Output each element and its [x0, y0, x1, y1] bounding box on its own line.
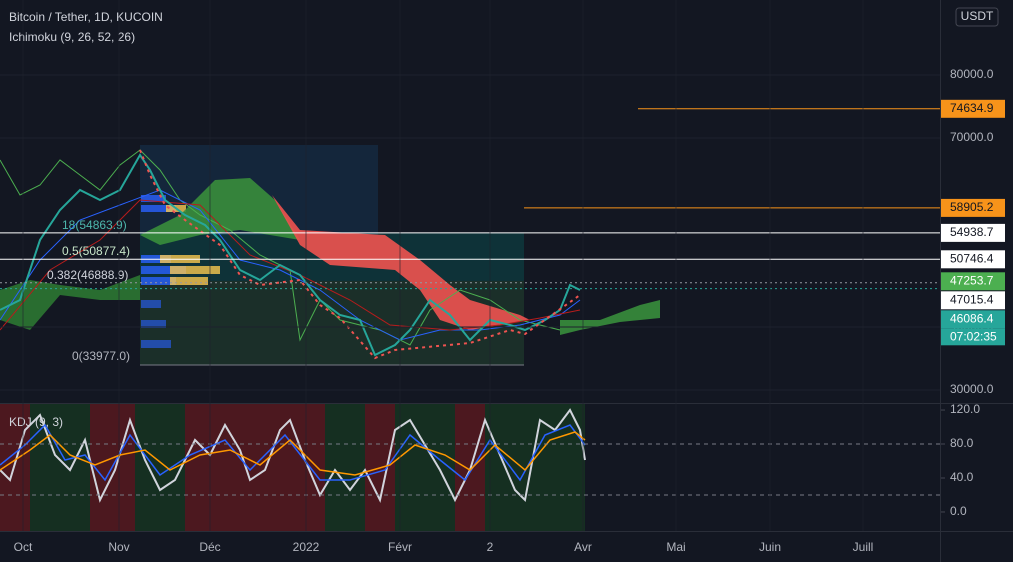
countdown: 07:02:35 [950, 329, 997, 343]
time-tick-label: 2 [487, 540, 494, 554]
price-tick-label: 80000.0 [950, 67, 994, 81]
time-tick-label: Déc [199, 540, 220, 554]
countdown-box [941, 328, 1005, 346]
price-label: 54938.7 [950, 225, 994, 239]
price-label-box [941, 223, 1005, 242]
cloud [272, 195, 530, 330]
fib-label: 0.382(46888.9) [47, 268, 128, 282]
fib-label: 0.5(50877.4) [62, 244, 130, 258]
time-tick-label: Févr [388, 540, 412, 554]
kdj-tick-label: 80.0 [950, 436, 974, 450]
time-tick-label: Juin [759, 540, 781, 554]
kdj-bands [0, 404, 585, 531]
indicator-label: Ichimoku (9, 26, 52, 26) [9, 30, 135, 44]
price-label: 50746.4 [950, 251, 994, 265]
kdj-tick-label: 40.0 [950, 470, 974, 484]
kdj-tick-label: 0.0 [950, 504, 967, 518]
price-label-box [941, 99, 1005, 118]
price-label: 46086.4 [950, 311, 994, 325]
time-tick-label: 2022 [293, 540, 320, 554]
currency-label: USDT [961, 9, 994, 23]
kdj-d [0, 431, 586, 476]
price-tick-label: 70000.0 [950, 130, 994, 144]
time-tick-label: Mai [666, 540, 685, 554]
price-path [0, 153, 581, 357]
price-label-box [941, 250, 1005, 269]
price-tick-label: 30000.0 [950, 382, 994, 396]
price-label: 74634.9 [950, 101, 994, 115]
price-label-box [941, 198, 1005, 217]
price-label-box [941, 310, 1005, 329]
time-tick-label: Oct [14, 540, 33, 554]
kdj-tick-label: 120.0 [950, 402, 980, 416]
kdj-k [0, 423, 586, 482]
cloud [560, 300, 660, 335]
price-label: 47253.7 [950, 273, 994, 287]
lagging-span [0, 149, 561, 346]
price-label: 47015.4 [950, 292, 994, 306]
price-label: 58905.2 [950, 200, 994, 214]
chart-title: Bitcoin / Tether, 1D, KUCOIN [9, 10, 163, 24]
kdj-j [0, 408, 586, 503]
time-tick-label: Juill [853, 540, 874, 554]
price-label-box [941, 272, 1005, 291]
currency-badge [955, 7, 999, 27]
time-tick-label: Avr [574, 540, 592, 554]
time-tick-label: Nov [108, 540, 129, 554]
price-label-box [941, 291, 1005, 310]
kdj-title: KDJ (9, 3) [9, 415, 63, 429]
fib-label: 18(54863.9) [62, 218, 127, 232]
fib-label: 0(33977.0) [72, 349, 130, 363]
price-path [139, 149, 581, 360]
cloud [140, 178, 300, 245]
